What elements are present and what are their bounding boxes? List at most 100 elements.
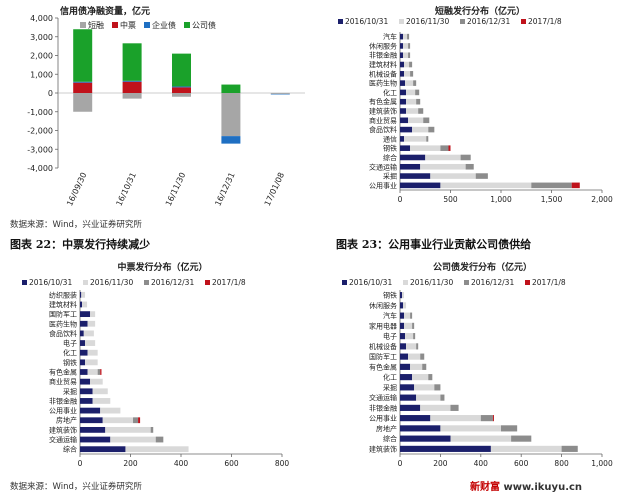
bar [405,80,414,86]
legend-label: 2016/11/30 [410,278,453,287]
x-tick-label: 0 [78,459,83,468]
bar [172,86,191,88]
bar [406,98,417,105]
legend-label: 中票 [120,20,136,30]
bar [122,81,142,93]
legend-label: 2017/1/8 [532,278,566,287]
x-tick-label: 17/01/08 [263,171,286,207]
bar [110,436,156,443]
bar [400,292,403,299]
bar [450,404,459,411]
bar [87,320,96,327]
y-tick-label: 交通运输 [369,393,397,402]
x-tick-label: 2,000 [591,195,613,204]
mtn-distribution-chart: 中票发行分布（亿元） 2016/10/31 2016/11/30 2016/12/3… [10,258,315,470]
bar [400,435,451,442]
y-tick-label: 有色金属 [369,97,397,106]
y-tick-label: 化工 [63,348,77,357]
bar [400,394,417,401]
y-tick-label: 非银金融 [369,51,397,60]
y-tick-label: -2,000 [27,127,53,136]
bar [412,322,415,329]
bar [501,425,518,432]
bar [400,182,441,189]
bar [83,330,94,337]
bar [408,353,421,360]
bar [416,394,441,401]
y-tick-label: 电子 [383,332,397,341]
y-tick-label: -4,000 [27,164,53,173]
x-tick-label: 1,000 [591,459,613,468]
bar [410,145,441,151]
bar [81,291,86,298]
x-tick-label: 0 [398,195,403,204]
y-tick-label: 化工 [383,88,397,97]
y-tick-label: 商业贸易 [369,116,397,125]
bar [400,163,421,170]
legend-label: 2016/12/31 [151,278,194,287]
bar [138,417,141,424]
bar [404,61,410,68]
bar [414,384,435,391]
bar [403,52,409,59]
legend-swatch [464,280,469,285]
y-tick-label: 钢铁 [63,358,77,367]
y-tick-label: 化工 [383,373,397,382]
legend-swatch [399,19,404,24]
bar [400,343,407,350]
bar [90,311,96,318]
corp-distribution-svg: 2016/10/31 2016/11/30 2016/12/31 2017/1/8 0 2… [342,278,613,468]
bar [404,136,427,142]
legend-swatch [112,22,118,28]
bar [400,43,404,49]
y-tick-label: 2,000 [30,52,53,61]
legend-swatch [338,19,343,24]
y-tick-label: 汽车 [383,32,397,41]
bar [412,126,429,133]
bar [440,182,532,189]
bar [434,384,441,391]
bar [80,426,106,433]
cp-distribution-svg: 2016/10/31 2016/11/30 2016/12/31 2017/1/8 0 5… [338,17,613,204]
bar [73,29,93,82]
bar [420,353,425,360]
y-tick-label: 交通运输 [369,162,397,171]
bar [122,93,142,99]
bar [400,374,413,381]
y-tick-label: 1,000 [30,70,53,79]
y-tick-label: 房地产 [376,424,397,433]
x-tick-label: 400 [474,459,489,468]
y-tick-label: 食品饮料 [49,329,77,338]
bar [420,404,451,411]
legend-label: 短融 [88,20,104,30]
y-tick-label: 采掘 [383,172,397,181]
legend-label: 2016/11/30 [406,17,449,26]
bar [400,98,407,105]
bar [428,126,435,133]
legend-swatch [144,22,150,28]
y-tick-label: 建筑材料 [369,60,397,69]
source-note-top: 数据来源：Wind，兴业证券研究所 [10,220,142,230]
y-tick-label: 机械设备 [369,69,397,78]
bar [122,80,142,82]
bar [270,93,290,95]
bar [221,84,241,93]
bar [92,398,111,404]
bar [80,301,83,308]
bar [400,312,405,319]
y-tick-label: 建筑装饰 [369,107,397,116]
bar [400,52,404,59]
x-tick-label: 800 [275,459,290,468]
bar [428,374,433,381]
watermark-brand: 新财富 [470,482,500,493]
bar [80,417,103,424]
y-tick-label: 休闲服务 [369,301,397,310]
y-tick-label: 机械设备 [369,342,397,351]
y-tick-label: 纺织服装 [49,290,77,299]
bar [400,363,411,370]
bar [571,182,580,189]
y-tick-label: 采掘 [63,387,77,396]
bar [80,407,101,414]
bar [73,82,93,93]
bar [400,353,409,360]
